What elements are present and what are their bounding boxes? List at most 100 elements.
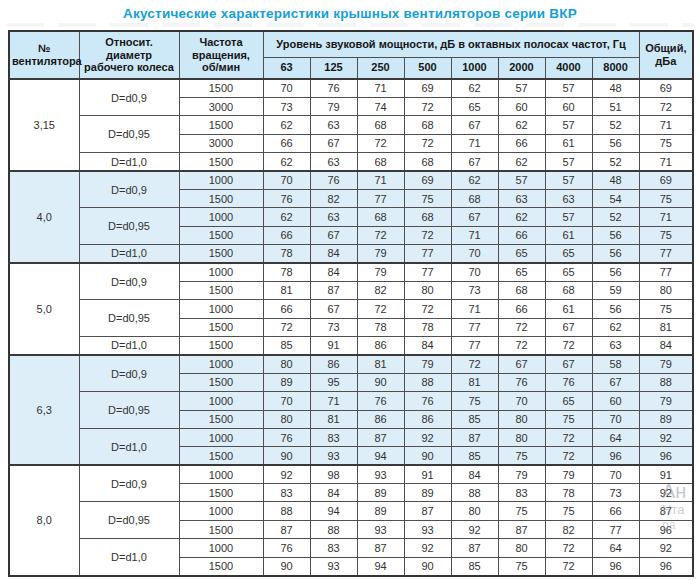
level-cell: 76 xyxy=(498,373,545,391)
level-cell: 79 xyxy=(404,355,451,373)
level-cell: 63 xyxy=(310,153,357,171)
level-cell: 86 xyxy=(310,355,357,373)
header-impeller-diameter: Относит. диаметр рабочего колеса xyxy=(79,31,179,79)
level-cell: 85 xyxy=(451,447,498,465)
diameter-cell: D=d0,95 xyxy=(79,300,179,337)
level-cell: 56 xyxy=(592,245,639,263)
level-cell: 64 xyxy=(592,428,639,446)
level-cell: 76 xyxy=(357,392,404,410)
level-cell: 94 xyxy=(357,447,404,465)
header-total-dba: Общий, дБа xyxy=(639,31,693,79)
total-cell: 69 xyxy=(639,79,693,97)
total-cell: 92 xyxy=(639,539,693,557)
level-cell: 57 xyxy=(545,171,592,189)
level-cell: 52 xyxy=(592,153,639,171)
page-title: Акустические характеристики крышных вент… xyxy=(0,0,700,21)
level-cell: 80 xyxy=(263,410,310,428)
fan-number-cell: 8,0 xyxy=(9,465,79,575)
level-cell: 58 xyxy=(592,355,639,373)
level-cell: 57 xyxy=(545,208,592,226)
fan-number-cell: 5,0 xyxy=(9,263,79,355)
diameter-cell: D=d0,95 xyxy=(79,116,179,153)
level-cell: 88 xyxy=(310,520,357,538)
level-cell: 84 xyxy=(310,484,357,502)
level-cell: 84 xyxy=(310,263,357,281)
level-cell: 65 xyxy=(545,245,592,263)
rpm-cell: 1500 xyxy=(179,281,263,299)
level-cell: 75 xyxy=(498,557,545,575)
level-cell: 52 xyxy=(592,208,639,226)
level-cell: 87 xyxy=(310,281,357,299)
level-cell: 63 xyxy=(545,189,592,207)
level-cell: 60 xyxy=(545,97,592,115)
level-cell: 92 xyxy=(404,539,451,557)
level-cell: 60 xyxy=(498,97,545,115)
rpm-cell: 1500 xyxy=(179,116,263,134)
level-cell: 63 xyxy=(310,116,357,134)
level-cell: 94 xyxy=(310,502,357,520)
level-cell: 72 xyxy=(545,428,592,446)
level-cell: 76 xyxy=(310,79,357,97)
level-cell: 65 xyxy=(451,97,498,115)
total-cell: 75 xyxy=(639,300,693,318)
table-row: 3,15D=d0,91500707671696257574869 xyxy=(9,79,693,97)
total-cell: 79 xyxy=(639,392,693,410)
faint-watermark-strip xyxy=(6,23,694,27)
header-freq-1000: 1000 xyxy=(451,57,498,79)
level-cell: 68 xyxy=(404,208,451,226)
diameter-cell: D=d1,0 xyxy=(79,336,179,354)
total-cell: 81 xyxy=(639,318,693,336)
diameter-cell: D=d0,95 xyxy=(79,502,179,539)
level-cell: 80 xyxy=(498,539,545,557)
level-cell: 82 xyxy=(310,189,357,207)
level-cell: 75 xyxy=(404,189,451,207)
level-cell: 56 xyxy=(592,134,639,152)
fan-number-cell: 6,3 xyxy=(9,355,79,465)
level-cell: 80 xyxy=(451,502,498,520)
level-cell: 70 xyxy=(592,465,639,483)
rpm-cell: 1500 xyxy=(179,245,263,263)
level-cell: 72 xyxy=(545,336,592,354)
header-row-main: № вентилятора Относит. диаметр рабочего … xyxy=(9,31,693,57)
total-cell: 96 xyxy=(639,520,693,538)
rpm-cell: 3000 xyxy=(179,134,263,152)
level-cell: 72 xyxy=(404,300,451,318)
total-cell: 72 xyxy=(639,97,693,115)
level-cell: 79 xyxy=(498,465,545,483)
level-cell: 82 xyxy=(357,281,404,299)
level-cell: 96 xyxy=(592,557,639,575)
level-cell: 71 xyxy=(357,171,404,189)
table-row: D=d0,951500626368686762575271 xyxy=(9,116,693,134)
total-cell: 92 xyxy=(639,428,693,446)
level-cell: 85 xyxy=(263,336,310,354)
level-cell: 81 xyxy=(263,281,310,299)
level-cell: 72 xyxy=(404,226,451,244)
level-cell: 79 xyxy=(357,245,404,263)
table-row: 6,3D=d0,91000808681797267675879 xyxy=(9,355,693,373)
level-cell: 72 xyxy=(357,134,404,152)
level-cell: 89 xyxy=(404,484,451,502)
level-cell: 93 xyxy=(404,520,451,538)
level-cell: 98 xyxy=(310,465,357,483)
fan-number-cell: 4,0 xyxy=(9,171,79,263)
level-cell: 75 xyxy=(451,392,498,410)
level-cell: 68 xyxy=(545,281,592,299)
level-cell: 68 xyxy=(404,116,451,134)
level-cell: 65 xyxy=(545,392,592,410)
rpm-cell: 1000 xyxy=(179,300,263,318)
header-freq-8000: 8000 xyxy=(592,57,639,79)
level-cell: 93 xyxy=(310,447,357,465)
level-cell: 91 xyxy=(310,336,357,354)
level-cell: 89 xyxy=(357,484,404,502)
total-cell: 91 xyxy=(639,465,693,483)
level-cell: 76 xyxy=(545,373,592,391)
level-cell: 62 xyxy=(451,79,498,97)
level-cell: 72 xyxy=(498,336,545,354)
level-cell: 66 xyxy=(498,300,545,318)
level-cell: 72 xyxy=(451,355,498,373)
total-cell: 89 xyxy=(639,410,693,428)
level-cell: 65 xyxy=(545,263,592,281)
level-cell: 56 xyxy=(592,263,639,281)
level-cell: 68 xyxy=(404,153,451,171)
level-cell: 89 xyxy=(357,502,404,520)
